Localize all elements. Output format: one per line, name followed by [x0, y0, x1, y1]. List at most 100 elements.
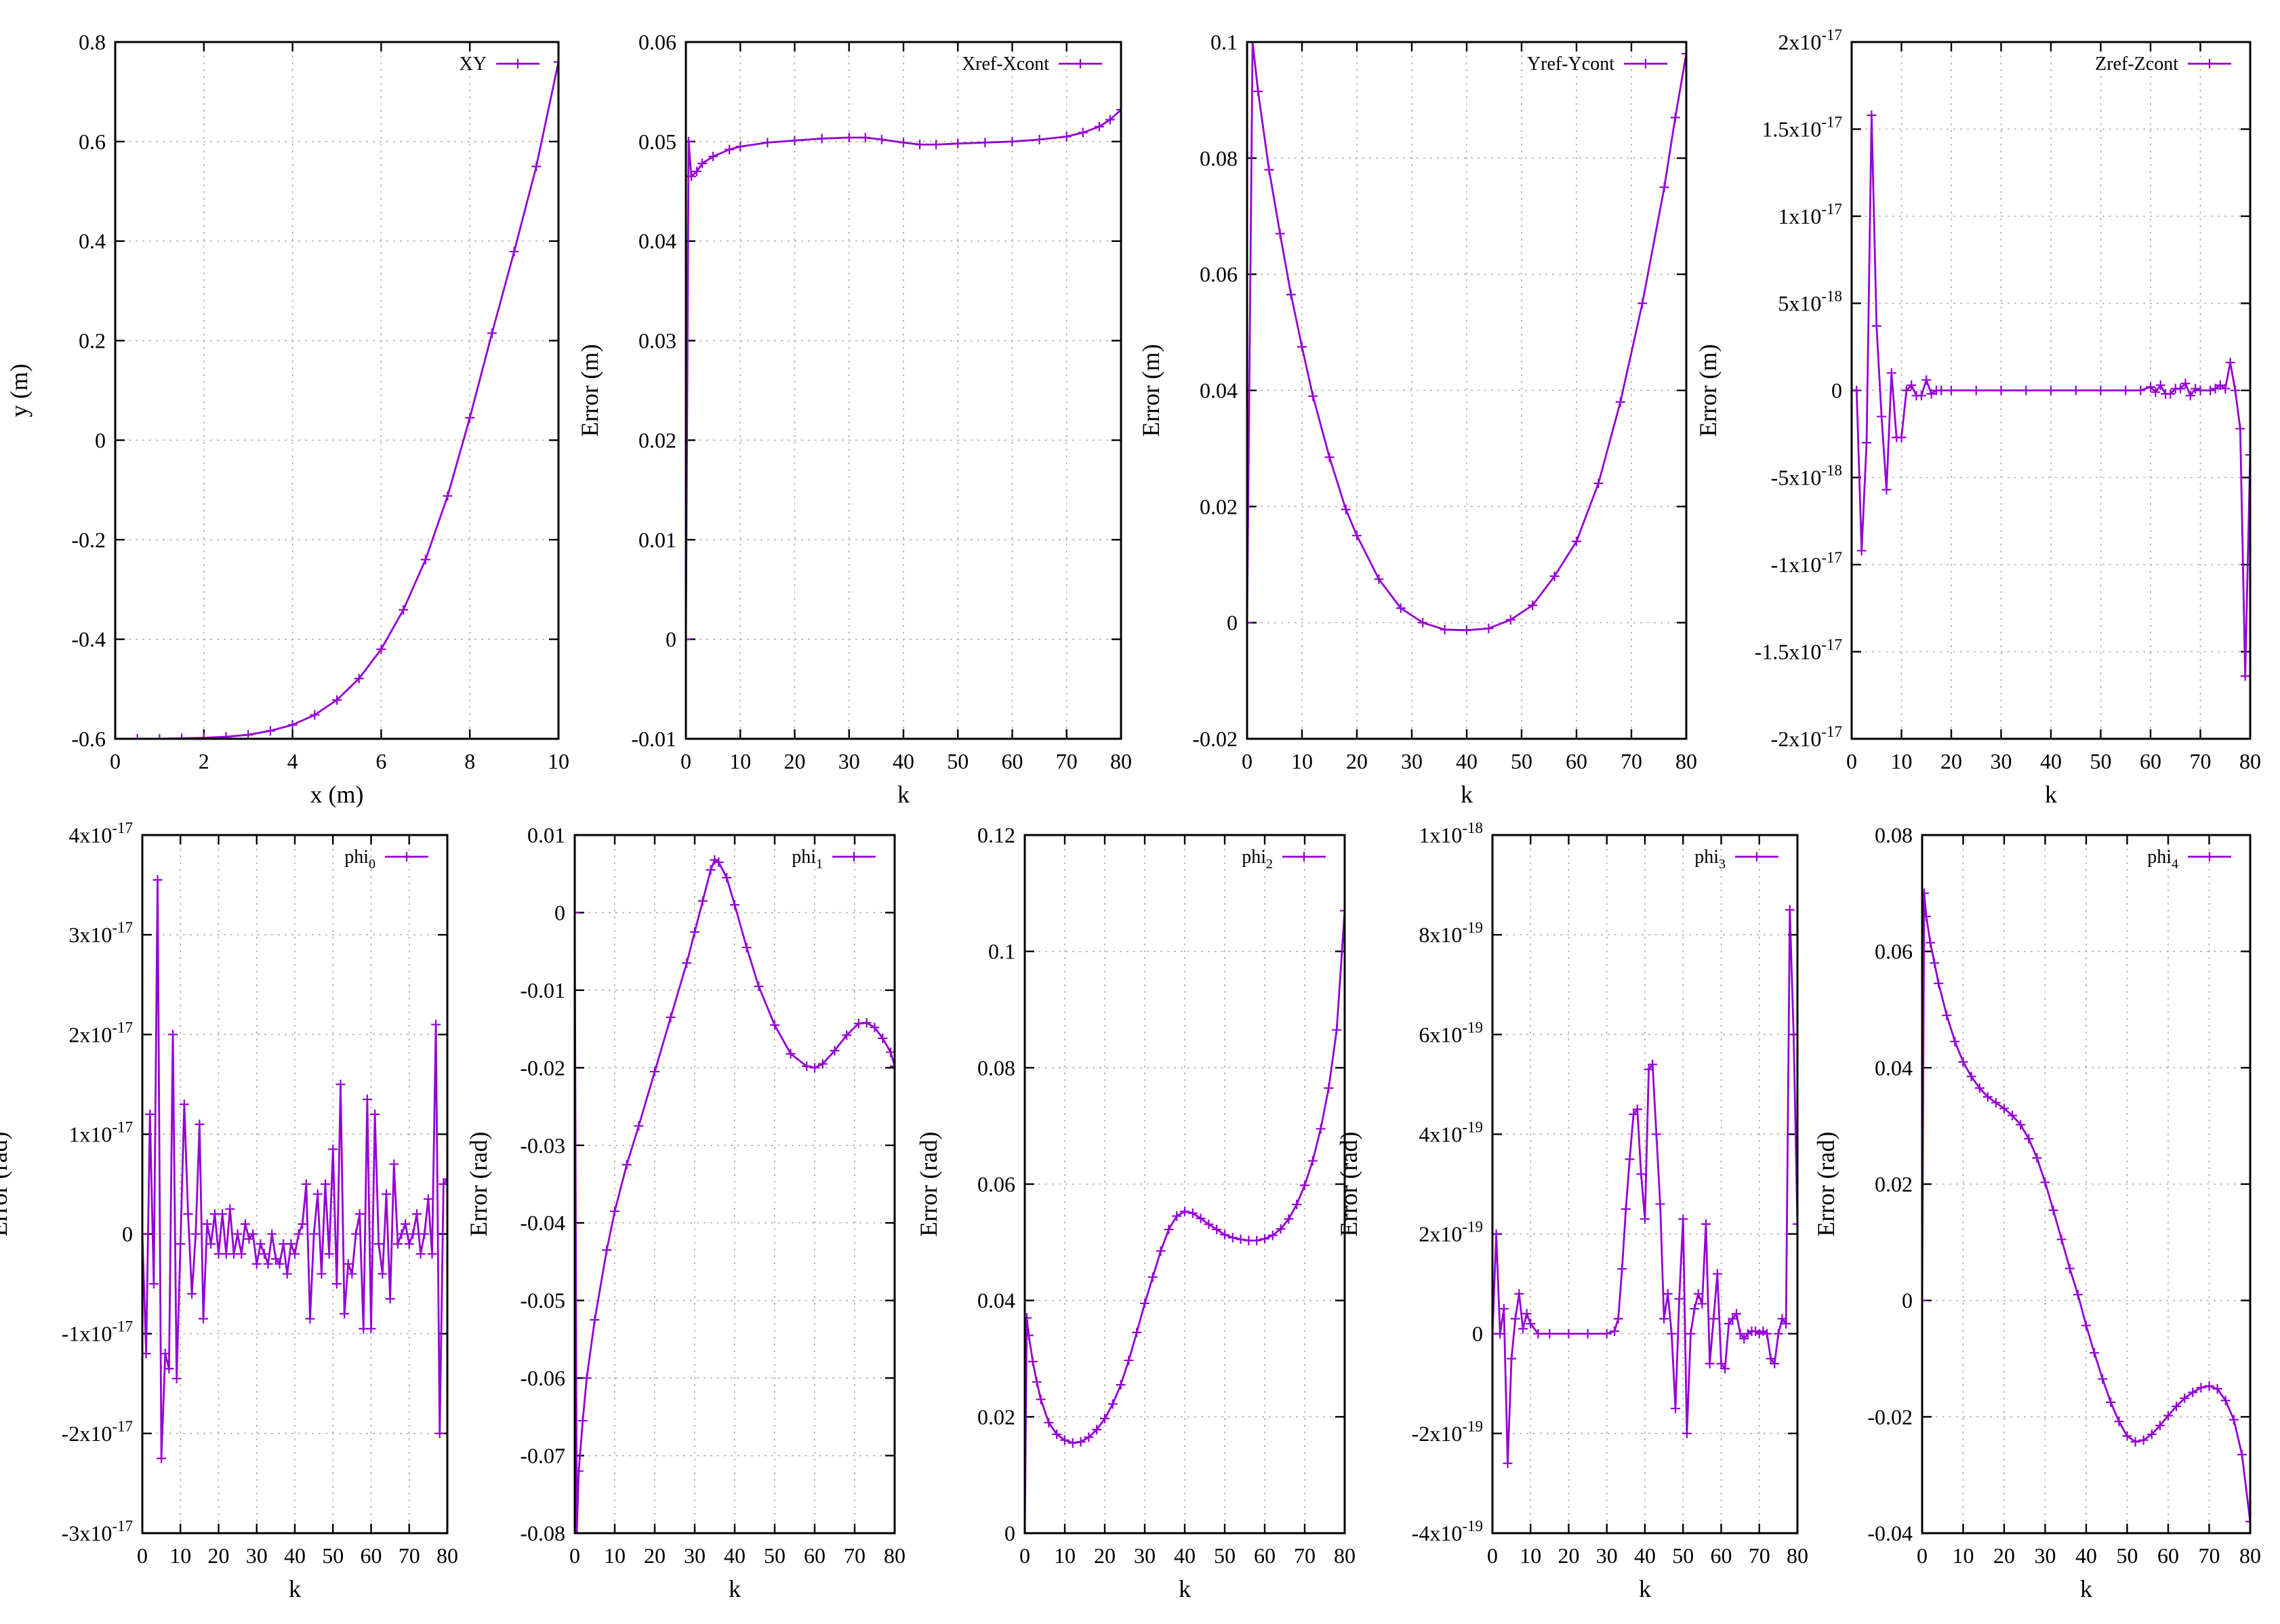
data-point: [237, 1249, 247, 1259]
data-point: [1036, 1394, 1046, 1404]
data-point: [251, 1259, 262, 1269]
data-point: [1682, 49, 1686, 59]
data-point: [1762, 1328, 1772, 1339]
data-point: [2245, 1516, 2250, 1526]
x-tick-label: 40: [1634, 1543, 1656, 1568]
data-point: [1253, 86, 1263, 96]
data-point: [179, 1099, 189, 1110]
data-point: [1613, 1314, 1623, 1324]
x-tick-label: 30: [246, 1543, 268, 1568]
x-tick-label: 50: [1672, 1543, 1694, 1568]
y-tick-label: 6x10-19: [1419, 1019, 1483, 1047]
data-point: [1871, 321, 1881, 331]
x-tick-label: 0: [110, 749, 121, 773]
x-tick-label: 40: [284, 1543, 306, 1568]
data-point: [434, 1428, 445, 1438]
data-point: [1564, 1328, 1574, 1339]
y-tick-label: -0.04: [520, 1211, 565, 1235]
data-point: [1971, 386, 1981, 395]
data-point: [2106, 1397, 2116, 1407]
data-point: [225, 1204, 235, 1214]
data-point: [218, 1209, 228, 1219]
data-point: [1032, 1377, 1042, 1387]
y-tick-label: 0.1: [988, 939, 1015, 964]
x-axis-label: k: [2080, 1575, 2092, 1602]
x-tick-label: 10: [169, 1543, 191, 1568]
data-point: [706, 865, 716, 875]
data-point: [2073, 1290, 2083, 1300]
x-tick-label: 50: [2090, 749, 2112, 773]
data-point: [1640, 1214, 1650, 1224]
y-tick-label: 0: [1831, 378, 1842, 403]
data-point: [2220, 384, 2231, 394]
data-point: [1204, 1219, 1214, 1230]
x-axis-label: k: [897, 781, 910, 808]
data-point: [1637, 298, 1648, 308]
x-tick-label: 70: [1621, 749, 1642, 773]
data-point: [2081, 1320, 2091, 1331]
y-tick-label: 0: [122, 1222, 133, 1246]
x-tick-label: 40: [2040, 749, 2062, 773]
data-point: [423, 1194, 433, 1204]
data-point: [2176, 384, 2186, 394]
data-point: [206, 1239, 216, 1249]
y-tick-label: 0.06: [638, 30, 676, 54]
y-tick-label: -3x10-17: [62, 1518, 133, 1545]
y-tick-label: 0.05: [638, 129, 676, 154]
data-point: [2212, 1384, 2222, 1394]
legend-marker: [1076, 59, 1085, 68]
data-point: [931, 140, 941, 150]
series-Xref-Xcont: [686, 104, 1121, 645]
data-point: [2220, 1396, 2231, 1406]
y-tick-label: 0.04: [977, 1288, 1015, 1313]
x-tick-label: 20: [1940, 749, 1962, 773]
y-axis-label: Error (rad): [0, 1132, 12, 1237]
series-phi1: [575, 855, 895, 1533]
data-point: [2204, 1381, 2214, 1391]
data-point: [168, 1030, 178, 1040]
data-point: [2138, 1435, 2149, 1445]
x-tick-label: 40: [2075, 1543, 2097, 1568]
y-tick-label: 0.2: [79, 329, 106, 353]
data-point: [2146, 382, 2155, 392]
x-tick-label: 70: [399, 1543, 420, 1568]
data-point: [1324, 1083, 1334, 1093]
y-tick-label: -0.08: [520, 1521, 565, 1545]
x-tick-label: 60: [804, 1543, 826, 1568]
y-tick-label: -0.6: [71, 727, 106, 751]
y-axis-label: Error (rad): [1335, 1132, 1362, 1237]
data-point: [2235, 424, 2245, 434]
data-point: [1701, 1219, 1711, 1229]
plot-frame: [685, 41, 1122, 740]
x-tick-label: 10: [1953, 1543, 1974, 1568]
data-point: [1958, 1057, 1968, 1067]
series-line: [1025, 910, 1345, 1533]
data-point: [1514, 1288, 1524, 1299]
data-point: [1100, 1413, 1110, 1423]
x-tick-label: 60: [1002, 749, 1023, 773]
y-tick-label: 0: [666, 627, 676, 651]
data-point: [2155, 1421, 2165, 1431]
data-point: [412, 1209, 422, 1219]
data-point: [148, 1279, 159, 1289]
data-point: [1974, 1083, 1984, 1093]
data-point: [582, 1373, 592, 1383]
chart-panel-6: 0 10 20 30 40 50 60 70 80 -0.08 -0.07 -0.06 -0.05 -0.…: [465, 823, 905, 1602]
data-point: [1674, 1294, 1684, 1304]
x-tick-label: 80: [1110, 749, 1132, 773]
data-point: [1947, 386, 1956, 395]
data-point: [1926, 937, 1936, 948]
data-point: [145, 1110, 155, 1119]
data-point: [575, 908, 579, 918]
data-point: [1867, 110, 1877, 120]
data-point: [1942, 1011, 1952, 1021]
y-tick-label: -5x10-18: [1771, 462, 1842, 490]
data-point: [1316, 1124, 1326, 1134]
data-point: [240, 1219, 250, 1229]
data-point: [335, 1079, 346, 1089]
data-point: [878, 1033, 888, 1043]
y-tick-label: -1x10-17: [1771, 549, 1842, 577]
data-point: [1526, 1319, 1536, 1328]
data-point: [876, 134, 887, 144]
